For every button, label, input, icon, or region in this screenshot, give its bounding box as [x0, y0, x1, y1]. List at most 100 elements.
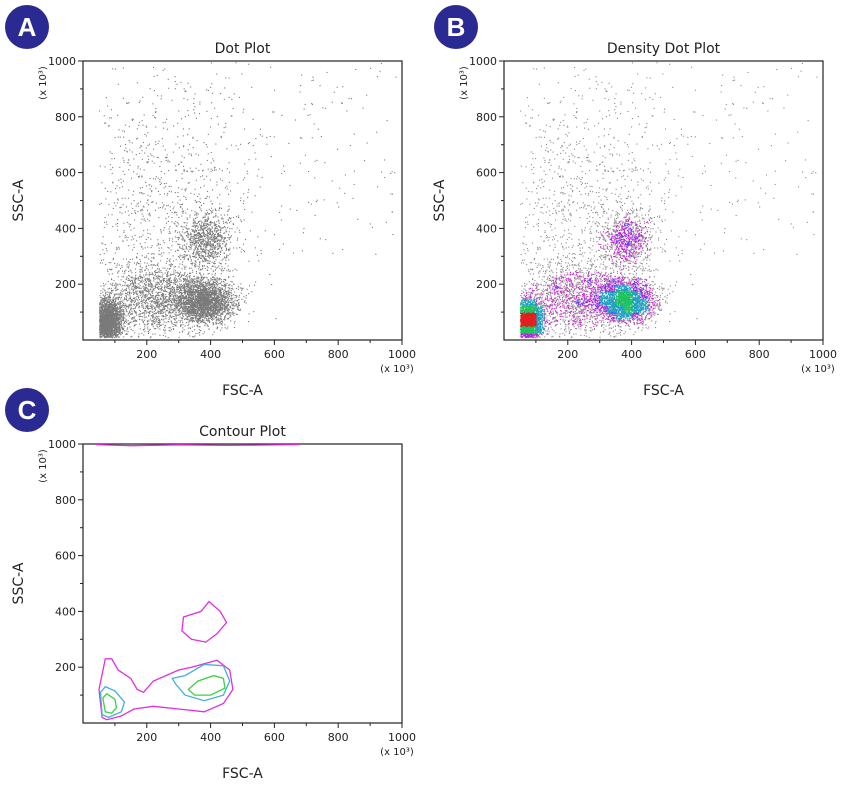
data-point [104, 306, 106, 308]
data-point [196, 305, 198, 307]
data-point [99, 320, 101, 322]
data-point [196, 294, 198, 296]
data-point [215, 287, 217, 289]
data-point [211, 303, 213, 305]
data-point [105, 311, 107, 313]
data-point [208, 298, 210, 300]
data-point [208, 287, 210, 289]
data-point [99, 329, 101, 331]
data-point [223, 281, 225, 283]
data-point [215, 321, 217, 323]
data-point [108, 291, 110, 293]
data-point [100, 324, 102, 326]
data-point [213, 311, 215, 313]
data-point [108, 332, 110, 334]
data-point [195, 291, 197, 293]
data-point [245, 294, 247, 296]
data-point [105, 313, 107, 315]
data-point [115, 327, 117, 329]
data-point [109, 292, 111, 294]
data-point [214, 272, 216, 274]
data-point [228, 296, 230, 298]
data-point [109, 299, 111, 301]
data-point [197, 326, 199, 328]
data-point [113, 319, 115, 321]
data-point [175, 319, 177, 321]
data-point [117, 312, 119, 314]
data-point [197, 285, 199, 287]
data-point [216, 252, 218, 254]
data-point [220, 313, 222, 315]
data-point [102, 333, 104, 335]
data-point [215, 302, 217, 304]
data-point [202, 284, 204, 286]
data-point [100, 313, 102, 315]
data-point [206, 277, 208, 279]
data-point [99, 334, 101, 336]
data-point [198, 284, 200, 286]
data-point [202, 283, 204, 285]
data-point [107, 308, 109, 310]
data-point [221, 266, 223, 268]
data-point [106, 321, 108, 323]
data-point [191, 282, 193, 284]
data-point [107, 332, 109, 334]
data-point [223, 292, 225, 294]
data-point [227, 294, 229, 296]
data-point [190, 318, 192, 320]
data-point [104, 331, 106, 333]
data-point [221, 309, 223, 311]
data-point [116, 318, 118, 320]
data-point [101, 319, 103, 321]
data-point [208, 306, 210, 308]
data-point [207, 293, 209, 295]
data-point [233, 303, 235, 305]
data-point [213, 307, 215, 309]
data-point [182, 261, 184, 263]
data-point [109, 323, 111, 325]
data-point [191, 308, 193, 310]
data-point [205, 294, 207, 296]
data-point [202, 291, 204, 293]
data-point [217, 289, 219, 291]
data-point [114, 304, 116, 306]
data-point [115, 325, 117, 327]
data-point [100, 334, 102, 336]
data-point [234, 327, 236, 329]
data-point [231, 285, 233, 287]
data-point [112, 330, 114, 332]
data-point [100, 331, 102, 333]
data-point [234, 299, 236, 301]
data-point [115, 313, 117, 315]
data-point [226, 282, 228, 284]
data-point [236, 313, 238, 315]
data-point [191, 281, 193, 283]
data-point [214, 300, 216, 302]
data-point [226, 300, 228, 302]
data-point [106, 320, 108, 322]
data-point [227, 297, 229, 299]
data-point [108, 311, 110, 313]
data-point [116, 327, 118, 329]
data-point [101, 312, 103, 314]
data-point [190, 317, 192, 319]
data-point [112, 306, 114, 308]
data-point [123, 320, 125, 322]
data-point [107, 324, 109, 326]
data-point [113, 317, 115, 319]
data-point [218, 282, 220, 284]
data-point [198, 320, 200, 322]
data-point [197, 297, 199, 299]
data-point [224, 292, 226, 294]
data-point [223, 226, 225, 228]
data-point [212, 279, 214, 281]
data-point [177, 300, 179, 302]
data-point [192, 292, 194, 294]
data-point [113, 318, 115, 320]
data-point [216, 288, 218, 290]
data-point [111, 323, 113, 325]
data-point [189, 298, 191, 300]
data-point [216, 267, 218, 269]
data-point [238, 294, 240, 296]
data-point [107, 306, 109, 308]
